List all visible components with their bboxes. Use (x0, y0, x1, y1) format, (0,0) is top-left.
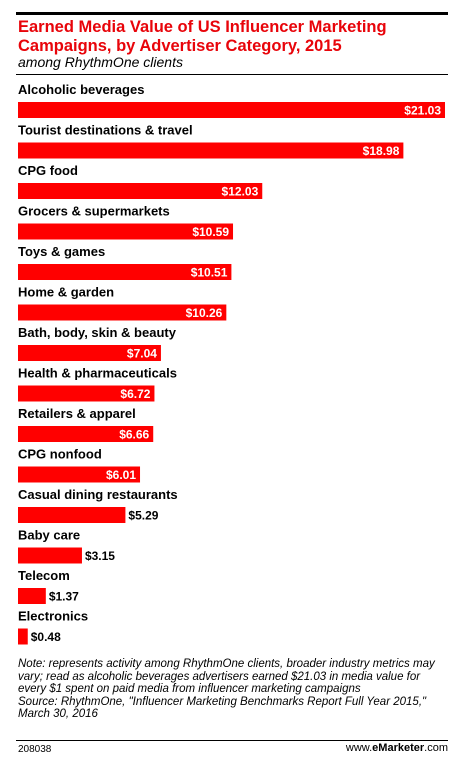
bar (18, 426, 154, 442)
bar (18, 183, 263, 199)
category-label: Alcoholic beverages (18, 82, 144, 97)
brand-suffix: .com (424, 742, 448, 754)
chart-title: Earned Media Value of US Influencer Mark… (18, 18, 387, 55)
category-label: CPG food (18, 163, 78, 178)
value-label: $18.98 (363, 144, 400, 158)
value-label: $10.26 (186, 306, 223, 320)
bar (18, 507, 126, 523)
chart-id: 208038 (18, 744, 52, 755)
bar (18, 547, 82, 564)
bar (18, 223, 234, 240)
brand-name: eMarketer (372, 742, 425, 754)
bar (18, 345, 161, 361)
value-label: $10.51 (191, 266, 228, 280)
note-text: Note: represents activity among RhythmOn… (18, 658, 435, 695)
source-text: Source: RhythmOne, "Influencer Marketing… (18, 695, 427, 721)
value-label: $6.01 (106, 468, 136, 482)
bar (18, 628, 28, 645)
bar (18, 466, 141, 483)
chart-subtitle: among RhythmOne clients (18, 54, 183, 70)
category-label: Retailers & apparel (18, 406, 136, 421)
category-label: Telecom (18, 568, 70, 583)
value-label: $21.03 (404, 104, 441, 118)
category-label: CPG nonfood (18, 447, 102, 462)
footer-divider (16, 740, 448, 741)
value-label: $0.48 (31, 630, 61, 644)
category-label: Baby care (18, 528, 80, 543)
value-label: $6.66 (119, 428, 149, 442)
category-label: Home & garden (18, 285, 114, 300)
category-label: Tourist destinations & travel (18, 123, 193, 138)
category-label: Electronics (18, 609, 88, 624)
bar (18, 142, 404, 159)
value-label: $1.37 (49, 590, 79, 604)
bar (18, 385, 155, 402)
category-label: Grocers & supermarkets (18, 204, 170, 219)
brand-prefix: www. (345, 742, 373, 754)
bar (18, 102, 445, 118)
bar-chart: Alcoholic beverages $21.03 Tourist destina… (18, 82, 445, 645)
bar (18, 264, 232, 280)
bar (18, 304, 227, 321)
category-label: Health & pharmaceuticals (18, 366, 177, 381)
chart-notes: Note: represents activity among RhythmOn… (18, 658, 446, 721)
category-label: Bath, body, skin & beauty (18, 325, 177, 340)
brand-link[interactable]: www.eMarketer.com (346, 742, 448, 754)
value-label: $6.72 (120, 387, 150, 401)
header-divider (16, 74, 448, 75)
category-label: Casual dining restaurants (18, 487, 178, 502)
category-label: Toys & games (18, 244, 105, 259)
value-label: $7.04 (127, 347, 157, 361)
top-border (16, 12, 448, 15)
value-label: $10.59 (192, 225, 229, 239)
bar (18, 588, 46, 604)
value-label: $3.15 (85, 549, 115, 563)
value-label: $12.03 (222, 185, 259, 199)
value-label: $5.29 (128, 509, 158, 523)
